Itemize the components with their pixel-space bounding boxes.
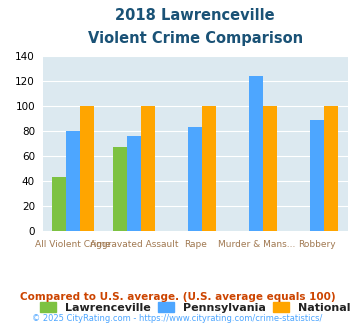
Bar [202, 106, 216, 231]
Text: Violent Crime Comparison: Violent Crime Comparison [88, 31, 303, 46]
Text: © 2025 CityRating.com - https://www.cityrating.com/crime-statistics/: © 2025 CityRating.com - https://www.city… [32, 314, 323, 323]
Bar [66, 131, 80, 231]
Bar [249, 76, 263, 231]
Bar [127, 136, 141, 231]
Text: 2018 Lawrenceville: 2018 Lawrenceville [115, 8, 275, 23]
Bar [141, 106, 155, 231]
Text: All Violent Crime: All Violent Crime [35, 240, 111, 249]
Text: Murder & Mans...: Murder & Mans... [218, 240, 295, 249]
Bar [52, 177, 66, 231]
Text: Robbery: Robbery [299, 240, 336, 249]
Bar [113, 147, 127, 231]
Text: Compared to U.S. average. (U.S. average equals 100): Compared to U.S. average. (U.S. average … [20, 292, 335, 302]
Bar [324, 106, 338, 231]
Bar [310, 120, 324, 231]
Text: Aggravated Assault: Aggravated Assault [90, 240, 179, 249]
Bar [80, 106, 94, 231]
Legend: Lawrenceville, Pennsylvania, National: Lawrenceville, Pennsylvania, National [36, 299, 354, 316]
Bar [188, 127, 202, 231]
Bar [263, 106, 277, 231]
Text: Rape: Rape [184, 240, 207, 249]
